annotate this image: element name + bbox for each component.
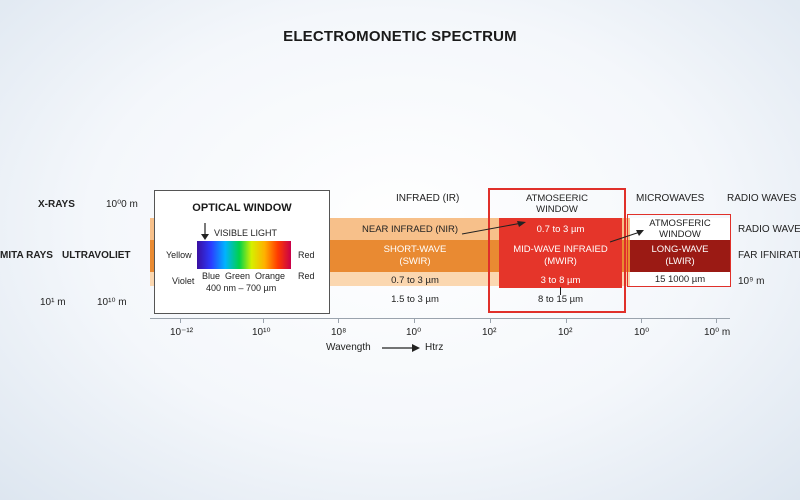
- x-rays-label: X-RAYS: [38, 199, 75, 210]
- atmospheric-window-2-outline: [627, 214, 731, 287]
- axis-tick-label: 10⁰ m: [704, 327, 731, 338]
- swir-label-line2: (SWIR): [399, 256, 431, 267]
- wavelength-label: Wavength: [326, 342, 371, 353]
- violet-label: Violet: [172, 276, 195, 286]
- axis-tick-label: 10⁰: [634, 327, 650, 338]
- pointer-arrow-2-icon: [609, 230, 644, 243]
- lwir-range-bg: [630, 272, 730, 286]
- axis-tick-label: 10¹⁰: [252, 327, 271, 338]
- swir-label-line1: SHORT-WAVE: [383, 244, 447, 255]
- lwir-label-line2: (LWIR): [665, 256, 695, 267]
- lwir-range: 15 1000 µm: [654, 274, 706, 285]
- mwir-range: 3 to 8 µm: [540, 275, 581, 286]
- microwaves-label: MICROWAVES: [636, 193, 705, 204]
- radio-wave-label: RADIO WAVE: [738, 224, 800, 235]
- nir-label: NEAR INFRAED (NIR): [362, 224, 459, 235]
- optical-window-title: OPTICAL WINDOW: [192, 202, 292, 214]
- axis-tick: [566, 318, 567, 323]
- red-label: Red: [298, 250, 315, 260]
- swir-range: 0.7 to 3 µm: [391, 275, 439, 286]
- infrared-header: INFRAED (IR): [396, 193, 460, 204]
- axis-tick: [263, 318, 264, 323]
- axis-tick-label: 10²: [482, 327, 497, 338]
- axis-tick-label: 10²: [558, 327, 573, 338]
- yellow-label: Yellow: [166, 250, 192, 260]
- pointer-arrow-icon: [461, 221, 526, 235]
- mwir-label-line2: (MWIR): [544, 256, 577, 267]
- lwir-label-line1: LONG-WAVE: [651, 244, 709, 255]
- atmospheric-window-1-outline: [488, 188, 626, 313]
- atm-window-2-line2: WINDOW: [659, 229, 701, 240]
- lwir-block: [630, 240, 730, 272]
- colors-label: Blue Green Orange: [202, 271, 286, 281]
- atm-window-1-range: 0.7 to 3 µm: [536, 224, 585, 235]
- axis-tick-label: 10⁸: [331, 327, 347, 338]
- atm-window-1-line2: WINDOW: [536, 204, 578, 215]
- mwir-label-line1: MID-WAVE INFRAIED: [513, 244, 608, 255]
- mwir-connector: [560, 287, 561, 295]
- atm-window-1-bottom-range: 8 to 15 µm: [537, 294, 584, 305]
- axis-tick: [641, 318, 642, 323]
- far-infrared-label: FAR IFNIRATES: [738, 250, 800, 261]
- right-scale-label: 10⁹ m: [738, 276, 765, 287]
- bottom-left-scale: 10¹ m: [40, 297, 66, 308]
- visible-light-label: VISIBLE LIGHT: [214, 228, 278, 238]
- mwir-block: [499, 218, 622, 288]
- swir-range-2: 1.5 to 3 µm: [391, 294, 439, 305]
- ultraviolet-label: ULTRAVOLIET: [62, 250, 131, 261]
- axis-tick: [414, 318, 415, 323]
- atm-window-2-bg: [630, 218, 730, 240]
- red2-label: Red: [298, 271, 315, 281]
- axis-tick: [490, 318, 491, 323]
- axis-tick: [180, 318, 181, 323]
- gamma-rays-label: MITA RAYS: [0, 250, 53, 261]
- frequency-label: Htrz: [425, 342, 444, 353]
- bottom-mid-scale: 10¹⁰ m: [97, 297, 127, 308]
- atm-window-1-line1: ATMOSEERIC: [525, 193, 589, 204]
- axis-tick-label: 10⁻¹²: [170, 327, 194, 338]
- top-scale-label: 10⁰0 m: [106, 199, 138, 210]
- radio-waves-label: RADIO WAVES: [727, 193, 797, 204]
- visible-spectrum-bar: [197, 241, 291, 269]
- axis-tick: [338, 318, 339, 323]
- axis-tick-label: 10⁰: [406, 327, 422, 338]
- wavelength-axis: [150, 318, 730, 319]
- visible-range-label: 400 nm – 700 µm: [206, 283, 277, 293]
- axis-tick: [716, 318, 717, 323]
- down-arrow-icon: [201, 223, 209, 240]
- diagram-title: ELECTROMONETIC SPECTRUM: [283, 28, 517, 45]
- right-arrow-icon: [382, 344, 420, 352]
- atm-window-2-line1: ATMOSFERIC: [649, 218, 711, 229]
